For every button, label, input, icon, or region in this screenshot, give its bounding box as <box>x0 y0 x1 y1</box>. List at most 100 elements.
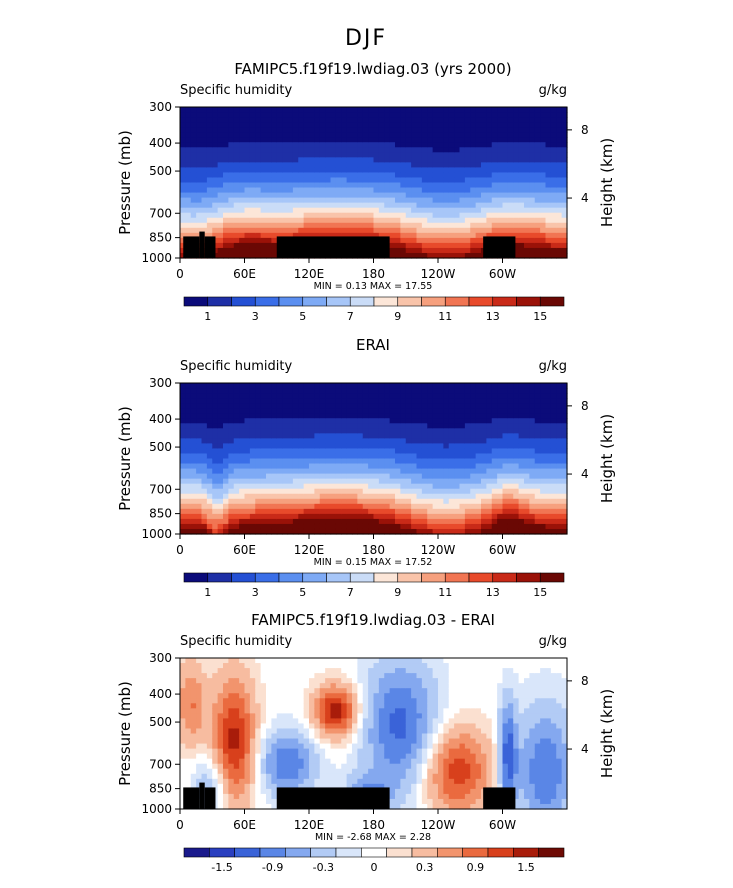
heatmap-cell <box>475 112 482 118</box>
heatmap-cell <box>448 458 455 465</box>
heatmap-cell <box>217 483 224 490</box>
heatmap-cell <box>233 658 240 664</box>
heatmap-cell <box>346 408 353 414</box>
heatmap-cell <box>384 413 391 419</box>
heatmap-cell <box>282 122 289 128</box>
heatmap-cell <box>287 478 294 485</box>
heatmap-cell <box>427 383 434 389</box>
heatmap-cell <box>196 493 203 500</box>
heatmap-cell <box>206 187 213 194</box>
heatmap-cell <box>239 413 246 419</box>
heatmap-cell <box>292 523 299 530</box>
heatmap-cell <box>228 222 235 229</box>
heatmap-cell <box>266 127 272 133</box>
heatmap-cell <box>217 428 224 434</box>
heatmap-cell <box>266 433 272 439</box>
heatmap-cell <box>427 162 434 168</box>
heatmap-cell <box>448 518 455 525</box>
heatmap-cell <box>432 438 439 444</box>
heatmap-cell <box>454 513 461 520</box>
heatmap-cell <box>228 197 235 204</box>
heatmap-cell <box>432 513 439 520</box>
heatmap-cell <box>185 433 192 439</box>
colorbar-swatch <box>421 572 446 583</box>
heatmap-cell <box>518 383 525 389</box>
heatmap-cell <box>282 488 289 495</box>
heatmap-cell <box>395 418 401 424</box>
heatmap-cell <box>249 177 256 184</box>
heatmap-cell <box>212 393 219 399</box>
heatmap-cell <box>513 242 520 249</box>
heatmap-cell <box>180 803 186 810</box>
heatmap-cell <box>378 428 385 434</box>
heatmap-cell <box>196 117 203 123</box>
heatmap-cell <box>545 408 552 414</box>
heatmap-cell <box>282 182 289 189</box>
heatmap-cell <box>389 483 396 490</box>
heatmap-cell <box>239 423 246 429</box>
heatmap-cell <box>507 187 514 194</box>
heatmap-cell <box>464 433 471 439</box>
heatmap-cell <box>249 413 256 419</box>
heatmap-cell <box>239 408 246 414</box>
heatmap-cell <box>411 182 418 189</box>
heatmap-cell <box>228 167 235 174</box>
heatmap-cell <box>298 227 305 234</box>
heatmap-cell <box>405 418 412 424</box>
heatmap-cell <box>298 408 305 414</box>
heatmap-cell <box>373 383 380 389</box>
heatmap-cell <box>217 207 224 214</box>
heatmap-cell <box>459 408 466 414</box>
heatmap-cell <box>384 458 391 465</box>
heatmap-cell <box>400 117 407 123</box>
heatmap-cell <box>550 117 557 123</box>
heatmap-cell <box>475 197 482 204</box>
heatmap-cell <box>212 122 219 128</box>
heatmap-cell <box>303 498 310 505</box>
heatmap-cell <box>545 227 552 234</box>
heatmap-cell <box>190 738 197 745</box>
heatmap-cell <box>298 167 305 174</box>
heatmap-cell <box>287 232 294 239</box>
heatmap-cell <box>244 423 251 429</box>
heatmap-cell <box>239 723 246 730</box>
heatmap-cell <box>271 688 278 694</box>
heatmap-cell <box>540 157 547 163</box>
heatmap-cell <box>298 503 305 510</box>
heatmap-cell <box>362 413 369 419</box>
heatmap-cell <box>470 473 477 480</box>
heatmap-cell <box>180 383 186 389</box>
heatmap <box>180 107 568 259</box>
heatmap-cell <box>507 122 514 128</box>
heatmap-cell <box>524 388 530 394</box>
heatmap-cell <box>459 217 466 224</box>
heatmap-cell <box>201 207 208 214</box>
heatmap-cell <box>486 217 493 224</box>
heatmap-cell <box>561 252 568 259</box>
heatmap-cell <box>491 388 498 394</box>
heatmap-cell <box>292 443 299 450</box>
heatmap-cell <box>346 448 353 455</box>
heatmap-cell <box>298 428 305 434</box>
heatmap-cell <box>244 197 251 204</box>
heatmap-cell <box>411 217 418 224</box>
heatmap-cell <box>491 187 498 194</box>
heatmap-cell <box>233 778 240 785</box>
heatmap-cell <box>454 453 461 460</box>
heatmap-cell <box>502 438 509 444</box>
heatmap-cell <box>502 388 509 394</box>
heatmap-cell <box>475 413 482 419</box>
heatmap-cell <box>502 523 509 530</box>
heatmap-cell <box>427 428 434 434</box>
heatmap-cell <box>346 513 353 520</box>
heatmap-cell <box>362 428 369 434</box>
heatmap-cell <box>190 443 197 450</box>
heatmap-cell <box>561 483 568 490</box>
heatmap-cell <box>362 177 369 184</box>
heatmap-cell <box>513 157 520 163</box>
heatmap-cell <box>346 127 353 133</box>
heatmap-cell <box>233 713 240 719</box>
heatmap-cell <box>491 463 498 470</box>
heatmap-cell <box>497 157 504 163</box>
heatmap-cell <box>185 207 192 214</box>
